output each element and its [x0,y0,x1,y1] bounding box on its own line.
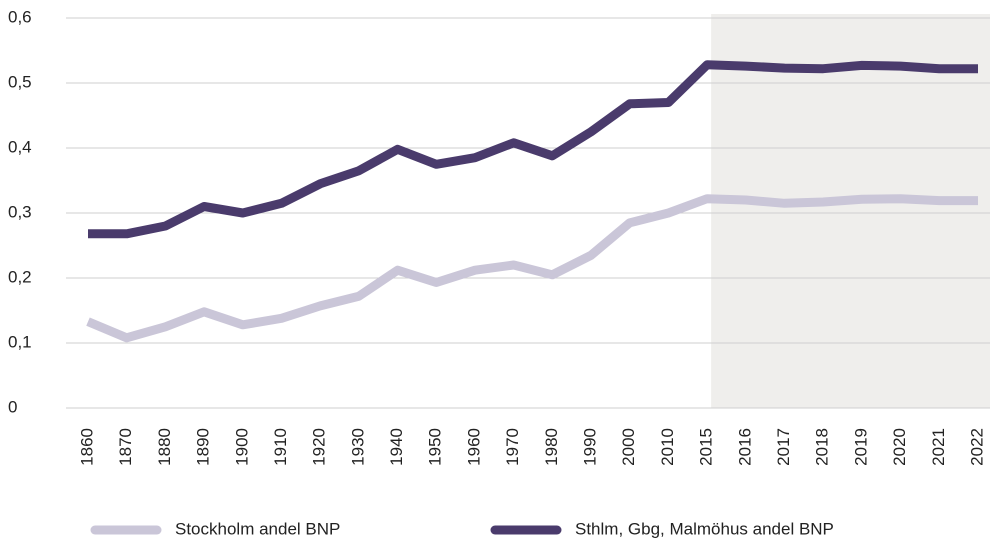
x-tick-label: 2010 [658,428,677,466]
x-tick-label: 1930 [348,428,367,466]
x-tick-label: 1920 [310,428,329,466]
y-tick-label: 0,4 [8,137,32,156]
x-tick-label: 2016 [735,428,754,466]
x-tick-label: 2022 [967,428,986,466]
x-tick-label: 1880 [155,428,174,466]
legend-label: Stockholm andel BNP [175,519,340,538]
y-tick-label: 0 [8,397,17,416]
x-tick-label: 1860 [77,428,96,466]
x-tick-label: 1910 [271,428,290,466]
x-tick-label: 1990 [581,428,600,466]
x-tick-label: 2021 [929,428,948,466]
x-tick-label: 2000 [619,428,638,466]
x-tick-label: 2020 [890,428,909,466]
x-tick-label: 2017 [774,428,793,466]
x-tick-label: 1900 [232,428,251,466]
x-tick-label: 2018 [813,428,832,466]
x-tick-label: 1960 [464,428,483,466]
y-tick-label: 0,1 [8,332,32,351]
x-tick-label: 1970 [503,428,522,466]
y-tick-label: 0,6 [8,7,32,26]
x-tick-label: 1980 [542,428,561,466]
x-tick-label: 1870 [116,428,135,466]
x-tick-label: 1890 [194,428,213,466]
legend-label: Sthlm, Gbg, Malmöhus andel BNP [575,519,834,538]
highlight-band [711,14,990,408]
series-line [86,194,978,343]
series-line [88,60,978,239]
y-tick-label: 0,3 [8,202,32,221]
y-tick-label: 0,2 [8,267,32,286]
y-tick-label: 0,5 [8,72,32,91]
x-tick-label: 2019 [851,428,870,466]
x-tick-label: 1940 [387,428,406,466]
x-tick-label: 1950 [426,428,445,466]
x-tick-label: 2015 [697,428,716,466]
